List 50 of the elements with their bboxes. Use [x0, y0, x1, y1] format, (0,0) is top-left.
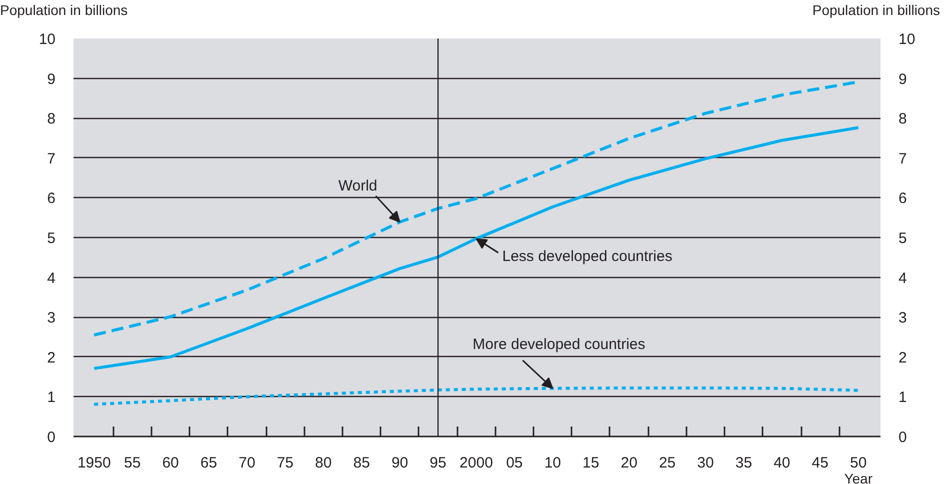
x-tick-label: 50 [850, 454, 867, 472]
series-label: Less developed countries [502, 248, 672, 266]
y2-axis-title: Population in billions [812, 1, 940, 20]
y2-tick-label: 7 [898, 150, 907, 168]
x-tick-label: 30 [697, 454, 714, 472]
x-tick-label: 65 [200, 454, 218, 472]
y-axis-title: Population in billions [0, 1, 128, 20]
y2-tick-label: 6 [898, 190, 907, 208]
y-tick-label: 6 [47, 190, 56, 208]
x-tick-label: 95 [430, 454, 446, 472]
x-tick-label: 75 [276, 454, 294, 472]
y-tick-label: 0 [47, 429, 56, 446]
y-tick-label: 1 [47, 389, 56, 406]
x-tick-label: 25 [658, 454, 676, 472]
x-tick-label: 45 [812, 454, 828, 472]
x-tick-label: 40 [774, 454, 790, 472]
y-tick-label: 9 [47, 70, 56, 88]
x-tick-label: 90 [391, 454, 408, 472]
x-tick-label: 10 [544, 454, 561, 472]
y2-tick-label: 1 [898, 389, 907, 406]
y-tick-label: 8 [47, 110, 56, 128]
x-tick-label: 85 [353, 454, 370, 472]
x-tick-label: 15 [582, 454, 600, 472]
x-tick-label: 20 [620, 454, 638, 472]
text: More developed countries [472, 336, 646, 353]
y-tick-label: 10 [38, 31, 56, 48]
y2-tick-label: 4 [898, 270, 907, 287]
x-tick-label: 60 [162, 454, 179, 472]
x-tick-label: 05 [506, 454, 523, 472]
x-tick-label: 55 [124, 454, 141, 472]
text: World [338, 177, 378, 194]
y2-tick-label: 3 [898, 310, 907, 327]
x-tick-label: 35 [735, 454, 752, 472]
y-tick-label: 4 [47, 270, 56, 287]
y2-tick-label: 8 [898, 110, 907, 128]
y2-tick-label: 10 [898, 31, 916, 48]
x-tick-label: 70 [238, 454, 256, 472]
y2-tick-label: 2 [898, 349, 907, 366]
line-series [92, 126, 860, 370]
y2-tick-label: 9 [898, 70, 907, 88]
y-tick-label: 2 [47, 349, 56, 366]
x-axis-title: Year [844, 470, 873, 484]
y-tick-label: 5 [47, 230, 56, 247]
y-tick-label: 3 [47, 310, 56, 327]
x-tick-label: 1950 [77, 454, 111, 472]
x-tick-label: 2000 [460, 454, 493, 472]
x-tick-label: 80 [315, 454, 332, 472]
y2-tick-label: 5 [898, 230, 907, 247]
y2-tick-label: 0 [898, 429, 907, 446]
y-tick-label: 7 [47, 150, 56, 168]
